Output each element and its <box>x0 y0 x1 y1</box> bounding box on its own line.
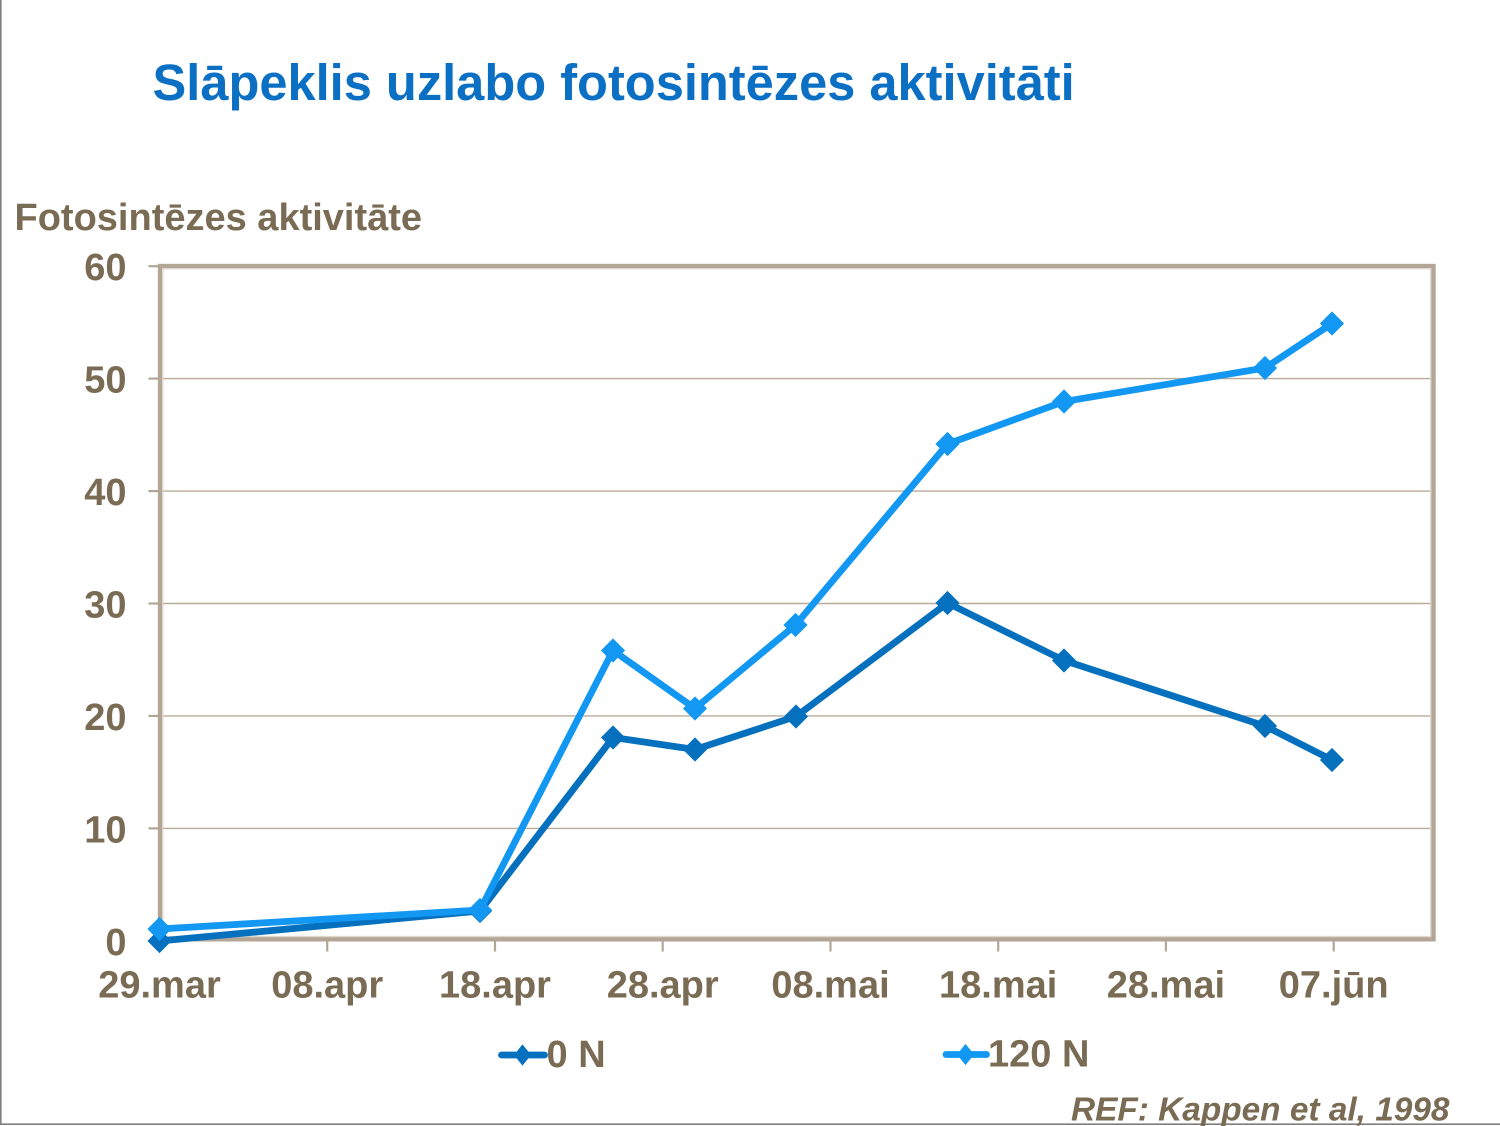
svg-text:0 N: 0 N <box>547 1034 606 1076</box>
svg-text:50: 50 <box>84 360 126 402</box>
svg-text:08.apr: 08.apr <box>271 965 383 1007</box>
svg-text:120 N: 120 N <box>988 1034 1089 1076</box>
svg-text:18.mai: 18.mai <box>939 965 1057 1007</box>
svg-text:Fotosintēzes aktivitāte: Fotosintēzes aktivitāte <box>15 197 423 239</box>
svg-text:28.mai: 28.mai <box>1107 965 1225 1007</box>
svg-text:18.apr: 18.apr <box>439 965 551 1007</box>
svg-text:REF: Kappen et al, 1998: REF: Kappen et al, 1998 <box>1071 1092 1450 1126</box>
svg-text:0: 0 <box>105 922 126 964</box>
svg-text:07.jūn: 07.jūn <box>1279 965 1389 1007</box>
svg-text:10: 10 <box>84 809 126 851</box>
svg-text:60: 60 <box>84 247 126 289</box>
svg-text:Slāpeklis uzlabo fotosintēzes: Slāpeklis uzlabo fotosintēzes aktivitāti <box>153 54 1075 111</box>
svg-text:20: 20 <box>84 697 126 739</box>
svg-text:30: 30 <box>84 585 126 627</box>
svg-text:29.mar: 29.mar <box>98 965 221 1007</box>
svg-text:28.apr: 28.apr <box>607 965 719 1007</box>
svg-text:40: 40 <box>84 472 126 514</box>
svg-text:08.mai: 08.mai <box>771 965 889 1007</box>
